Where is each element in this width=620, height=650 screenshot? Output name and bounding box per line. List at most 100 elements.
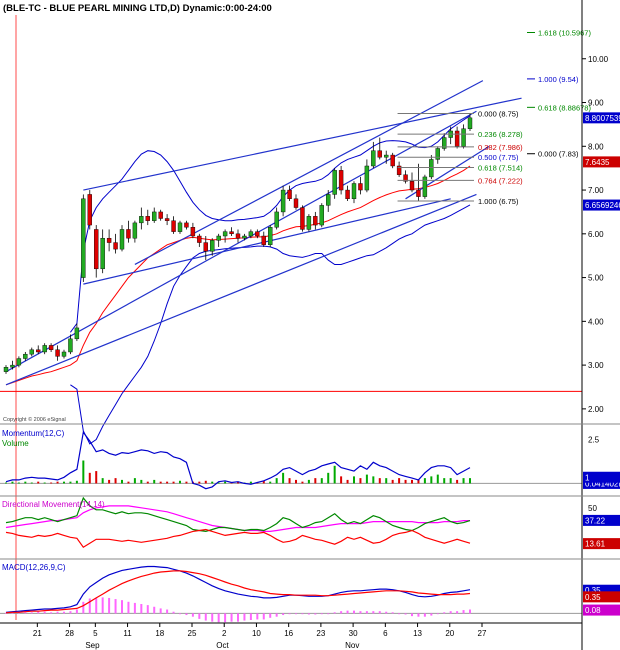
volume-bar xyxy=(237,481,239,484)
candle-body xyxy=(268,227,273,245)
candle xyxy=(454,126,460,149)
candle xyxy=(119,225,125,252)
macd-histogram-bar xyxy=(320,613,323,615)
macd-histogram-bar xyxy=(243,613,246,621)
candle xyxy=(461,124,466,149)
volume-bar xyxy=(146,481,149,484)
candle xyxy=(338,165,344,195)
candle xyxy=(435,146,440,164)
volume-bar xyxy=(430,476,433,484)
candle xyxy=(371,141,376,169)
macd-histogram-bar xyxy=(462,610,465,614)
volume-bar xyxy=(359,478,362,484)
macd-histogram-bar xyxy=(82,601,85,614)
candle xyxy=(126,220,131,243)
candle-body xyxy=(164,218,170,221)
macd-histogram-bar xyxy=(378,611,381,614)
candle xyxy=(16,356,22,368)
macd-histogram-bar xyxy=(63,611,65,614)
candle-body xyxy=(442,137,447,149)
price-tick-label: 6.00 xyxy=(588,230,604,239)
macd-histogram-bar xyxy=(50,612,53,614)
volume-bar xyxy=(153,479,156,484)
bollinger-upper-line xyxy=(69,115,471,333)
candle xyxy=(396,161,402,177)
candle-body xyxy=(74,327,80,340)
price-tick-label: 2.00 xyxy=(588,405,604,414)
candle xyxy=(145,209,150,226)
candle-body xyxy=(10,364,15,368)
macd-histogram-bar xyxy=(411,613,413,617)
candle-body xyxy=(16,358,22,366)
volume-bar xyxy=(314,478,317,484)
candle-body xyxy=(100,237,105,270)
macd-histogram-bar xyxy=(95,597,98,614)
macd-histogram-bar xyxy=(211,613,214,622)
candle-body xyxy=(454,130,460,147)
candle xyxy=(467,113,473,131)
macd-histogram-bar xyxy=(5,612,7,614)
price-tick-label: 3.00 xyxy=(588,361,604,370)
macd-histogram-bar xyxy=(166,609,169,614)
macd-histogram-bar xyxy=(359,611,362,614)
volume-bar xyxy=(88,472,91,484)
volume-bar xyxy=(449,478,452,484)
candle xyxy=(306,214,312,232)
volume-bar xyxy=(43,482,46,484)
candle-body xyxy=(197,235,202,243)
candle xyxy=(132,220,138,243)
candle-body xyxy=(177,222,183,232)
directional-movement-tag-box xyxy=(583,538,620,550)
candle-body xyxy=(390,154,395,167)
time-tick-label: 13 xyxy=(413,629,422,638)
volume-bar xyxy=(262,480,265,484)
trendline-1 xyxy=(5,193,477,386)
candle-body xyxy=(280,189,286,213)
directional-movement-tick-label: 50 xyxy=(588,504,597,513)
macd-histogram-bar xyxy=(133,602,136,614)
time-tick-label: 18 xyxy=(155,629,164,638)
macd-line xyxy=(5,565,471,613)
candle xyxy=(319,203,324,228)
macd-histogram-bar xyxy=(449,611,452,614)
directional-movement-tag-text: 13.61 xyxy=(585,540,606,549)
plus-di-line xyxy=(5,496,471,533)
volume-bar xyxy=(365,474,368,484)
macd-histogram-bar xyxy=(140,604,143,614)
volume-bar xyxy=(159,481,162,484)
candle-body xyxy=(29,349,34,355)
time-tick-label: 28 xyxy=(65,629,74,638)
time-tick-label: 30 xyxy=(349,629,358,638)
price-tag-box xyxy=(583,112,620,124)
volume-bar xyxy=(17,482,20,484)
candle xyxy=(351,181,357,204)
time-tick-label: 20 xyxy=(445,629,454,638)
volume-bar xyxy=(340,476,343,484)
volume-bar xyxy=(204,480,207,484)
candle-body xyxy=(384,154,389,158)
candle-body xyxy=(435,148,440,160)
volume-bar xyxy=(398,478,401,484)
candle xyxy=(268,225,273,247)
candle xyxy=(222,229,228,243)
volume-bar xyxy=(282,472,285,484)
candle xyxy=(255,229,260,239)
volume-bar xyxy=(63,481,65,484)
candle xyxy=(177,220,183,234)
time-tick-label: 23 xyxy=(316,629,325,638)
candle xyxy=(100,229,105,274)
candle xyxy=(3,365,9,374)
macd-histogram-bar xyxy=(172,611,175,614)
candle xyxy=(235,229,241,243)
volume-bar xyxy=(469,478,471,484)
fib-level-label: 0.382 (7.986) xyxy=(478,143,523,152)
candle xyxy=(248,229,254,239)
macd-histogram-bar xyxy=(391,612,394,614)
candle-body xyxy=(248,231,254,237)
macd-histogram-bar xyxy=(353,610,355,614)
volume-bar xyxy=(346,479,349,484)
price-tick-label: 10.00 xyxy=(588,55,609,64)
volume-bar xyxy=(172,481,175,484)
macd-histogram-bar xyxy=(198,613,201,619)
